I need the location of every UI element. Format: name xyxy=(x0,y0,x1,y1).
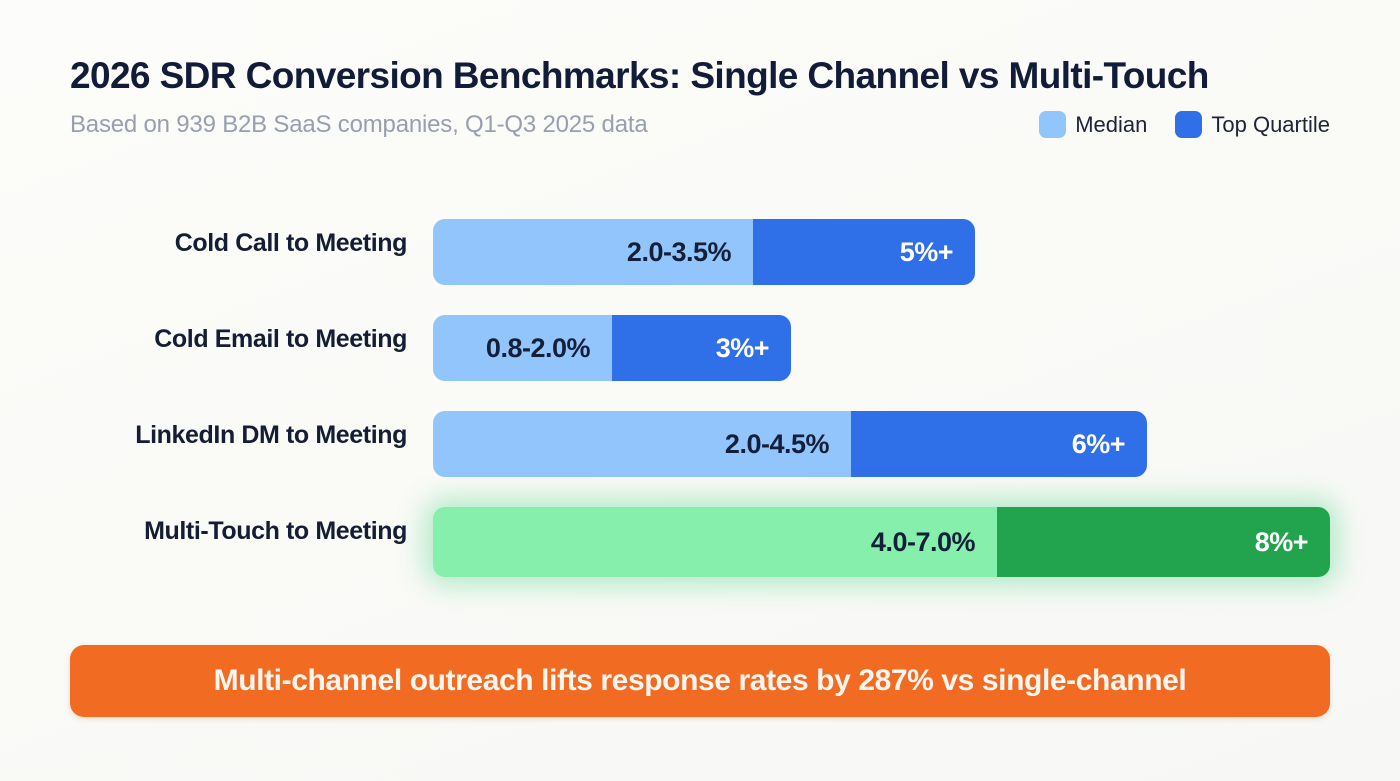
legend-item[interactable]: Median xyxy=(1039,111,1148,139)
bar-row: Multi-Touch to Meeting 4.0-7.0% 8%+ xyxy=(0,493,1400,589)
bar-segment-median-value: 0.8-2.0% xyxy=(485,332,591,363)
bar-segment-top-quartile[interactable]: 8%+ xyxy=(997,507,1330,577)
bar-segment-top-quartile-value: 6%+ xyxy=(1071,428,1126,459)
bar-row-label: Cold Call to Meeting xyxy=(174,229,408,257)
bar-row: Cold Email to Meeting 0.8-2.0% 3%+ xyxy=(0,301,1400,397)
subtitle-legend-row: Based on 939 B2B SaaS companies, Q1-Q3 2… xyxy=(70,111,1330,139)
bar-segment-top-quartile-value: 5%+ xyxy=(899,236,954,267)
chart-legend: Median Top Quartile xyxy=(1039,111,1330,139)
bar-segment-median[interactable]: 2.0-3.5% xyxy=(433,219,753,285)
insight-banner-text: Multi-channel outreach lifts response ra… xyxy=(213,664,1187,697)
legend-swatch-icon xyxy=(1175,111,1203,139)
chart-header: 2026 SDR Conversion Benchmarks: Single C… xyxy=(70,55,1330,139)
bar-segment-median-value: 2.0-3.5% xyxy=(626,236,732,267)
bar-segment-median[interactable]: 4.0-7.0% xyxy=(433,507,997,577)
bar-track[interactable]: 0.8-2.0% 3%+ xyxy=(433,315,791,381)
bar-row-label: Cold Email to Meeting xyxy=(154,325,407,353)
bar-row: LinkedIn DM to Meeting 2.0-4.5% 6%+ xyxy=(0,397,1400,493)
bar-row: Cold Call to Meeting 2.0-3.5% 5%+ xyxy=(0,205,1400,301)
insight-banner: Multi-channel outreach lifts response ra… xyxy=(70,645,1330,717)
bar-row-label: Multi-Touch to Meeting xyxy=(144,517,407,545)
bar-segment-median-value: 4.0-7.0% xyxy=(870,526,976,557)
bar-track[interactable]: 4.0-7.0% 8%+ xyxy=(433,507,1330,577)
bar-row-label: LinkedIn DM to Meeting xyxy=(135,421,407,449)
bar-track[interactable]: 2.0-3.5% 5%+ xyxy=(433,219,975,285)
bar-segment-top-quartile[interactable]: 3%+ xyxy=(612,315,791,381)
legend-item-label: Median xyxy=(1075,111,1148,137)
legend-swatch-icon xyxy=(1039,111,1067,139)
chart-subtitle: Based on 939 B2B SaaS companies, Q1-Q3 2… xyxy=(70,110,648,138)
bar-track[interactable]: 2.0-4.5% 6%+ xyxy=(433,411,1147,477)
bar-segment-top-quartile[interactable]: 6%+ xyxy=(851,411,1147,477)
legend-item-label: Top Quartile xyxy=(1211,111,1330,137)
bar-segment-median[interactable]: 0.8-2.0% xyxy=(433,315,612,381)
bar-segment-top-quartile-value: 3%+ xyxy=(715,332,770,363)
bar-segment-top-quartile[interactable]: 5%+ xyxy=(753,219,975,285)
legend-item[interactable]: Top Quartile xyxy=(1175,111,1330,139)
chart-plot-area: Cold Call to Meeting 2.0-3.5% 5%+ Cold Emai… xyxy=(0,205,1400,589)
bar-segment-median[interactable]: 2.0-4.5% xyxy=(433,411,851,477)
page-title: 2026 SDR Conversion Benchmarks: Single C… xyxy=(70,55,1209,96)
bar-segment-median-value: 2.0-4.5% xyxy=(724,428,830,459)
bar-segment-top-quartile-value: 8%+ xyxy=(1254,526,1309,557)
